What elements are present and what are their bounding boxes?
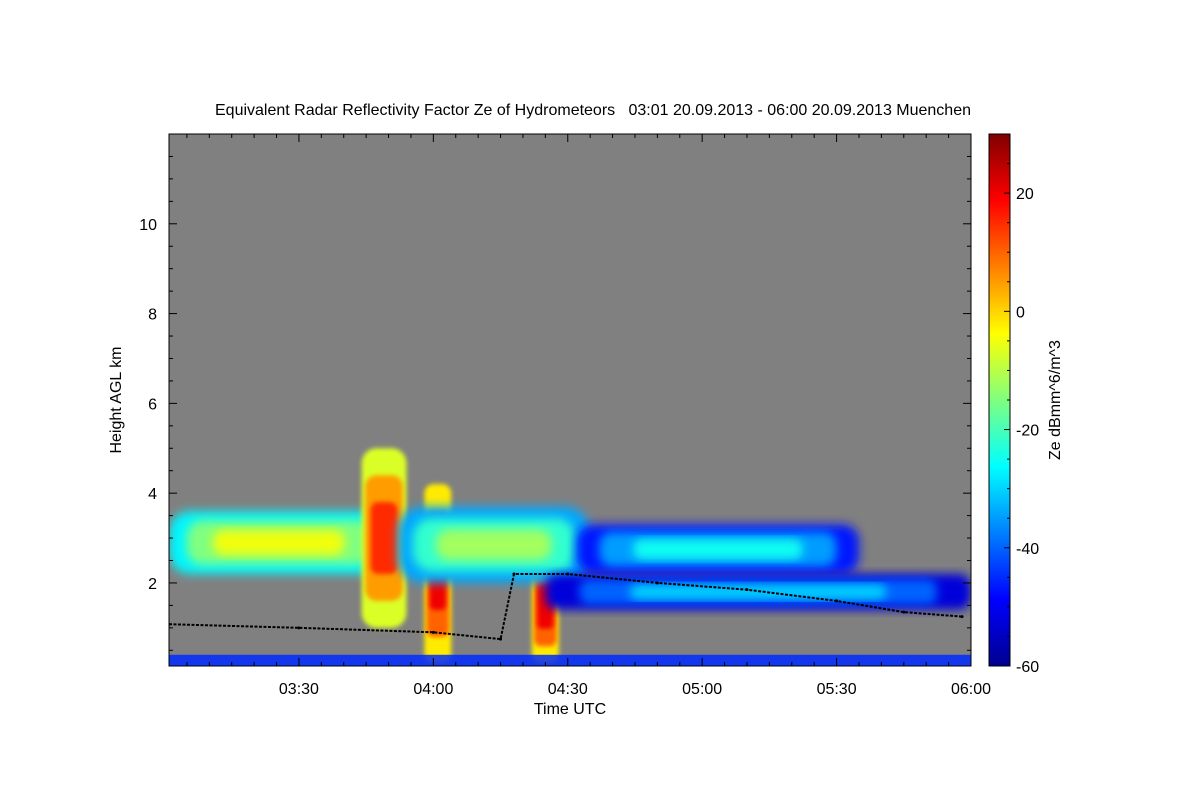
cloud-base-point (566, 572, 570, 576)
cloud-base-point (835, 599, 839, 603)
cloud-base-point (902, 610, 906, 614)
y-tick-label: 10 (139, 217, 157, 234)
colorbar-tick-label: -40 (1016, 541, 1039, 558)
x-tick-label: 05:30 (817, 681, 857, 698)
echo-core (436, 529, 552, 561)
y-tick-label: 6 (148, 396, 157, 413)
colorbar-tick-label: -20 (1016, 423, 1039, 440)
colorbar-tick-label: 0 (1016, 304, 1025, 321)
colorbar-gradient (988, 133, 1011, 667)
echo-cloud-layer-5 (576, 524, 859, 574)
echo-cloud-layer-4 (397, 506, 591, 583)
y-axis: 2 4 6 8 10 (139, 133, 971, 651)
echo-core (212, 529, 345, 556)
cloud-base-point (655, 581, 659, 585)
cloud-base-point (431, 630, 435, 634)
echo-near-surface-clutter-7 (169, 654, 971, 666)
colorbar: 20 0 -20 -40 -60 Ze dBmm^6/m^3 (988, 133, 1064, 676)
cloud-base-point (960, 615, 964, 619)
y-tick-label: 2 (148, 576, 157, 593)
plot-frame (168, 133, 972, 667)
x-tick-label: 04:00 (413, 681, 453, 698)
echo-cloud-layer-0 (169, 511, 389, 574)
echo-core (633, 539, 803, 560)
colorbar-tick-label: -60 (1016, 659, 1039, 676)
cloud-base-point (745, 588, 749, 592)
x-axis: 03:30 04:00 04:30 05:00 05:30 06:00 (186, 134, 991, 698)
colorbar-ticks: 20 0 -20 -40 -60 (1004, 133, 1039, 676)
x-tick-label: 05:00 (682, 681, 722, 698)
cloud-base-point (512, 572, 516, 576)
x-axis-label: Time UTC (534, 701, 606, 718)
echo-shape (169, 654, 971, 666)
cloud-base-point (297, 626, 301, 630)
y-tick-label: 8 (148, 307, 157, 324)
echo-convective-core-1 (361, 448, 407, 628)
x-tick-label: 04:30 (548, 681, 588, 698)
x-tick-label: 03:30 (279, 681, 319, 698)
colorbar-tick-label: 20 (1016, 186, 1034, 203)
chart-title: Equivalent Radar Reflectivity Factor Ze … (215, 102, 971, 119)
echo-core (370, 502, 398, 574)
y-axis-label: Height AGL km (108, 346, 125, 453)
plot-area: 03:30 04:00 04:30 05:00 05:30 06:00 2 4 6 8 10 (139, 133, 991, 698)
cloud-base-line (169, 572, 964, 641)
cloud-base-point (499, 637, 503, 641)
colorbar-label: Ze dBmm^6/m^3 (1047, 340, 1064, 460)
reflectivity-field (169, 448, 971, 666)
x-tick-label: 06:00 (951, 681, 991, 698)
y-tick-label: 4 (148, 486, 157, 503)
